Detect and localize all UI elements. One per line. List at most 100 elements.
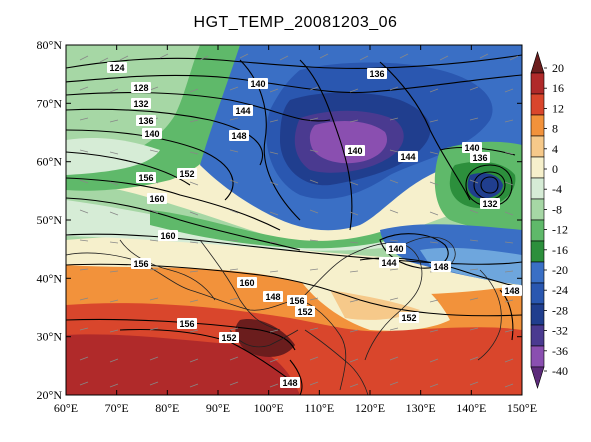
lat-tick-label: 30°N [37, 330, 63, 344]
svg-text:140: 140 [250, 79, 265, 89]
lat-tick-label: 50°N [37, 213, 63, 227]
svg-text:152: 152 [401, 313, 416, 323]
contour-label: 148 [280, 377, 300, 388]
contour-label: 132 [131, 98, 151, 109]
colorbar-tick-label: -12 [552, 223, 568, 237]
contour-label: 124 [107, 62, 127, 73]
colorbar-tick-label: 4 [552, 142, 558, 156]
colorbar-tick-label: 12 [552, 101, 564, 115]
lon-tick-label: 150°E [507, 401, 537, 415]
svg-text:148: 148 [231, 131, 246, 141]
contour-label: 128 [131, 82, 151, 93]
colorbar-segment [530, 135, 545, 158]
contour-label: 160 [237, 277, 257, 288]
contour-label: 140 [345, 145, 365, 156]
colorbar-tick-label: 16 [552, 81, 564, 95]
colorbar-segment [530, 50, 545, 74]
lon-tick-label: 80°E [155, 401, 179, 415]
contour-label: 152 [177, 168, 197, 179]
lon-tick-label: 70°E [105, 401, 129, 415]
contour-label: 152 [219, 332, 239, 343]
contour-label: 132 [480, 198, 500, 209]
contour-label: 140 [462, 142, 482, 153]
colorbar-tick-label: -20 [552, 263, 568, 277]
colorbar-segment [530, 282, 545, 305]
colorbar-segment [530, 114, 545, 137]
svg-text:160: 160 [149, 194, 164, 204]
svg-text:156: 156 [133, 259, 148, 269]
svg-text:132: 132 [482, 199, 497, 209]
lat-tick-label: 20°N [37, 388, 63, 402]
contour-label: 148 [502, 285, 522, 296]
contour-label: 136 [367, 68, 387, 79]
svg-text:144: 144 [235, 106, 250, 116]
svg-text:140: 140 [144, 129, 159, 139]
svg-text:136: 136 [472, 153, 487, 163]
colorbar-tick-label: -4 [552, 182, 562, 196]
colorbar-segment [530, 303, 545, 326]
lat-tick-label: 60°N [37, 155, 63, 169]
colorbar-segment [530, 324, 545, 347]
latitude-axis: 80°N 70°N 60°N 50°N 40°N 30°N 20°N [37, 38, 522, 402]
svg-text:136: 136 [138, 116, 153, 126]
contour-label: 140 [142, 128, 162, 139]
lon-tick-label: 110°E [304, 401, 334, 415]
svg-text:132: 132 [133, 99, 148, 109]
colorbar-segment [530, 72, 545, 95]
contour-label: 136 [136, 115, 156, 126]
colorbar-tick-label: -36 [552, 344, 568, 358]
colorbar-tick-label: -28 [552, 303, 568, 317]
colorbar-segment [530, 240, 545, 263]
longitude-axis: 60°E 70°E 80°E 90°E 100°E 110°E 120°E 130°E 140°… [54, 45, 537, 415]
colorbar-segment [530, 93, 545, 116]
contour-label: 156 [177, 318, 197, 329]
svg-text:156: 156 [138, 173, 153, 183]
colorbar-tick-label: 20 [552, 61, 564, 75]
lon-tick-label: 60°E [54, 401, 78, 415]
contour-label: 152 [295, 306, 315, 317]
lon-tick-label: 140°E [456, 401, 486, 415]
colorbar-segment [530, 177, 545, 200]
svg-text:148: 148 [265, 292, 280, 302]
lon-tick-label: 100°E [254, 401, 284, 415]
contour-label: 148 [229, 130, 249, 141]
colorbar: 20 16 12 8 4 0 -4 -8 -12 -16 -20 -24 -28 -32 -36 -40 [530, 50, 568, 390]
svg-text:148: 148 [282, 378, 297, 388]
lat-tick-label: 80°N [37, 38, 63, 52]
contour-label: 144 [398, 151, 418, 162]
svg-text:140: 140 [388, 244, 403, 254]
svg-text:148: 148 [504, 286, 519, 296]
svg-text:140: 140 [464, 143, 479, 153]
colorbar-tick-label: -8 [552, 202, 562, 216]
lon-tick-label: 120°E [355, 401, 385, 415]
svg-text:160: 160 [160, 231, 175, 241]
svg-text:144: 144 [400, 152, 415, 162]
colorbar-segment [530, 261, 545, 284]
wind-barbs [79, 53, 519, 388]
colorbar-segment [530, 366, 545, 390]
contour-label: 140 [248, 78, 268, 89]
colorbar-tick-label: 8 [552, 122, 558, 136]
colorbar-segment [530, 345, 545, 368]
contour-label: 144 [233, 105, 253, 116]
svg-text:148: 148 [433, 262, 448, 272]
contour-label: 152 [399, 312, 419, 323]
lat-tick-label: 40°N [37, 271, 63, 285]
contour-label: 136 [470, 152, 490, 163]
colorbar-segment [530, 219, 545, 242]
svg-text:128: 128 [133, 83, 148, 93]
colorbar-tick-label: 0 [552, 162, 558, 176]
contour-label: 144 [379, 257, 399, 268]
colorbar-segment [530, 156, 545, 179]
contour-label: 140 [386, 243, 406, 254]
colorbar-tick-label: -16 [552, 243, 568, 257]
contour-labels: 1241281321361401401441481521561601601561… [107, 62, 522, 388]
lon-tick-label: 130°E [406, 401, 436, 415]
svg-text:140: 140 [347, 146, 362, 156]
contour-label: 160 [158, 230, 178, 241]
svg-text:152: 152 [297, 307, 312, 317]
colorbar-tick-label: -24 [552, 283, 568, 297]
svg-text:152: 152 [221, 333, 236, 343]
colorbar-segment [530, 198, 545, 221]
